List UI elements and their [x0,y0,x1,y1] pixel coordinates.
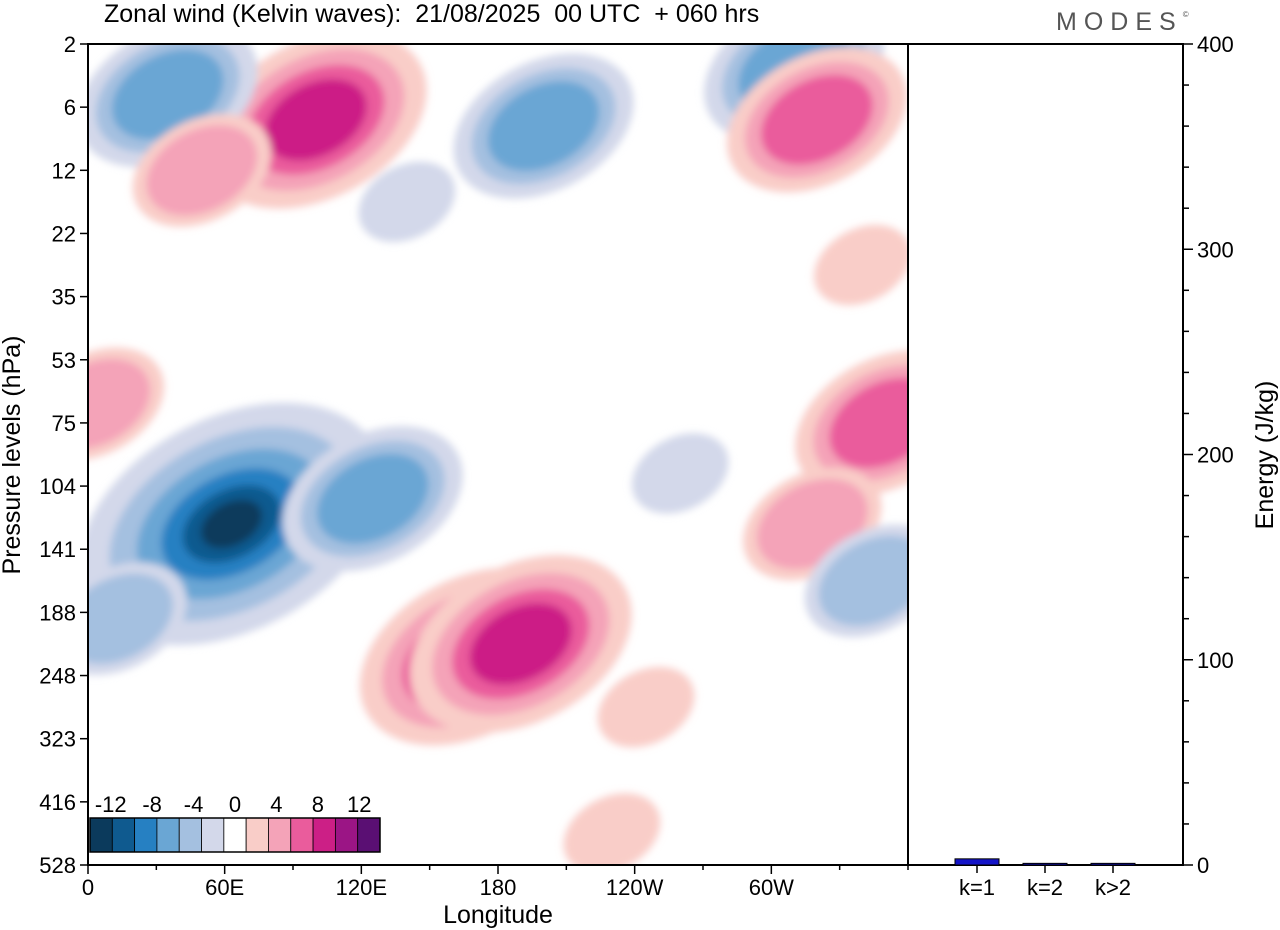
energy-tick-label: 300 [1197,237,1234,262]
energy-axis-title: Energy (J/kg) [1251,381,1279,530]
contour-band [88,358,151,450]
colorbar-label: 0 [229,792,241,817]
contour-band [597,666,695,748]
contour-band [814,224,908,306]
anomaly-negative [358,161,456,243]
colorbar-frame [89,817,381,853]
y-tick-label: 416 [39,790,76,815]
contour-band [631,433,729,514]
energy-tick-label: 100 [1197,648,1234,673]
colorbar-cell [334,817,359,853]
energy-category-label: k>2 [1095,875,1131,900]
contour-band [761,74,873,165]
colorbar-label: -4 [184,792,204,817]
y-tick-label: 53 [52,348,76,373]
anomaly-negative [804,524,908,638]
contour-band [200,499,263,549]
y-tick-label: 248 [39,664,76,689]
colorbar-label: -8 [142,792,162,817]
y-tick-label: 6 [64,95,76,120]
y-tick-label: 141 [39,537,76,562]
pressure-axis: 2 6 12 22 35 53 75 104 141 188 248 323 416 528 [39,32,88,878]
energy-panel: 0 100 200 300 400 k=1 k=2 k>2 [954,32,1234,900]
energy-bar [1090,862,1136,866]
colorbar-label: 8 [312,792,324,817]
contour-band [316,453,429,544]
y-axis-title: Pressure levels (hPa) [0,336,26,575]
anomaly-positive [597,666,695,748]
brand-mark: © [1182,10,1189,19]
colorbar-cell [312,817,336,853]
contour-band [88,573,173,664]
energy-tick-label: 200 [1197,443,1234,468]
anomaly-negative [282,426,463,572]
contour-band [264,78,367,161]
colorbar-cell [111,817,136,853]
y-tick-label: 528 [39,853,76,878]
colorbar-label: 12 [347,792,371,817]
colorbar-label: 4 [270,792,282,817]
x-tick-label: 60E [205,875,244,900]
contour-plot [88,44,908,865]
contour-band [563,793,661,865]
anomaly-negative [631,433,729,514]
energy-frame [907,43,1184,866]
colorbar: -12 -8 -4 0 4 8 12 [89,792,381,853]
x-tick-label: 180 [480,875,517,900]
anomaly-negative [453,53,634,199]
x-tick-label: 120W [606,875,664,900]
colorbar-cell [245,817,269,853]
energy-tick-label: 0 [1197,853,1209,878]
y-tick-label: 35 [52,285,76,310]
y-tick-label: 323 [39,727,76,752]
contour-band [358,161,456,243]
y-tick-label: 188 [39,600,76,625]
y-tick-label: 2 [64,32,76,57]
colorbar-cell [89,817,113,853]
energy-category-label: k=1 [959,875,995,900]
colorbar-cell [156,817,180,853]
y-tick-label: 12 [52,158,76,183]
energy-bar [954,858,1000,866]
anomaly-positive [88,347,164,461]
anomaly-positive [795,350,908,496]
contour-band [818,535,908,626]
x-tick-label: 0 [82,875,94,900]
x-axis-title: Longitude [443,901,553,929]
anomaly-positive [409,555,632,733]
y-tick-label: 75 [52,411,76,436]
contour-band [469,603,572,685]
longitude-axis: 0 60E 120E 180 120W 60W [82,865,909,900]
chart-title: Zonal wind (Kelvin waves): 21/08/2025 00… [104,0,760,28]
brand-logo: MODES© [1056,8,1189,37]
x-tick-label: 120E [336,875,387,900]
y-tick-label: 22 [52,221,76,246]
x-tick-label: 60W [749,875,794,900]
colorbar-cell [134,817,158,853]
contour-band [111,49,224,140]
anomaly-positive [814,224,908,306]
brand-name: MODES [1056,8,1183,36]
colorbar-cell [201,817,225,853]
energy-bar [1022,862,1068,866]
anomaly-negative [88,562,187,676]
contour-band [487,81,600,172]
energy-category-label: k=2 [1027,875,1063,900]
colorbar-cell [223,817,247,853]
contour-fields [88,44,908,865]
energy-tick-label: 400 [1197,32,1234,57]
contour-band [146,125,258,216]
anomaly-positive [132,113,272,227]
colorbar-label: -12 [95,792,127,817]
colorbar-cell [290,817,314,853]
colorbar-cell [178,817,202,853]
anomaly-positive [726,47,907,193]
colorbar-cell [357,817,381,853]
y-tick-label: 104 [39,474,76,499]
contour-band [829,377,908,468]
colorbar-cell [268,817,292,853]
anomaly-positive [563,793,661,865]
